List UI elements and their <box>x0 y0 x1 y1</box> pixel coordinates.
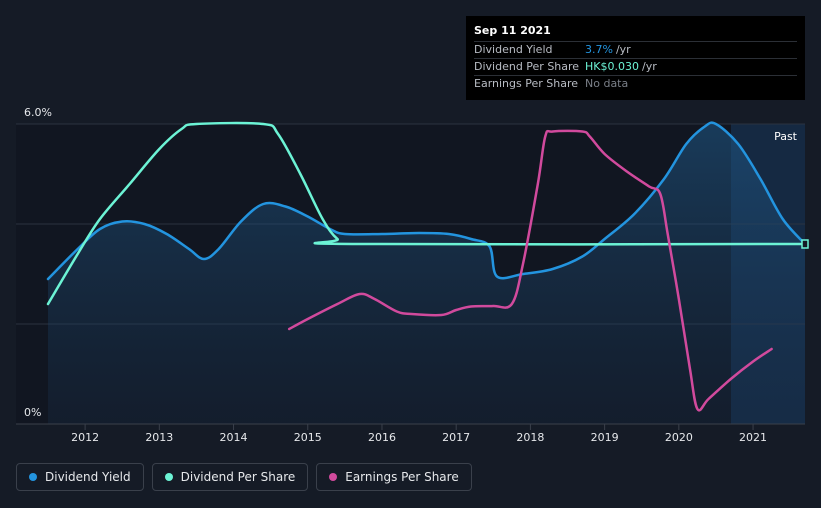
dividend-per-share-line <box>46 121 807 306</box>
tooltip-label: Dividend Per Share <box>474 60 580 73</box>
legend: Dividend Yield Dividend Per Share Earnin… <box>16 463 472 491</box>
y-tick-label: 6.0% <box>24 106 52 119</box>
legend-label: Dividend Yield <box>45 470 131 484</box>
legend-item-dividend-per-share[interactable]: Dividend Per Share <box>151 463 309 491</box>
series-layer <box>46 121 809 424</box>
tooltip-value: 3.7% <box>585 43 613 56</box>
past-label: Past <box>774 130 798 143</box>
tooltip-panel: Sep 11 2021 Dividend Yield 3.7% /yr Divi… <box>466 16 805 100</box>
legend-label: Dividend Per Share <box>180 470 296 484</box>
x-tick-label: 2018 <box>516 431 544 444</box>
x-tick-label: 2016 <box>368 431 396 444</box>
legend-item-earnings-per-share[interactable]: Earnings Per Share <box>316 463 472 491</box>
x-tick-label: 2021 <box>739 431 767 444</box>
x-tick-label: 2014 <box>220 431 248 444</box>
legend-dot-icon <box>164 473 173 481</box>
x-axis: 2012 2013 2014 2015 2016 2017 2018 2019 2020 2021 <box>16 423 805 444</box>
dividend-per-share-end-marker <box>801 239 809 249</box>
legend-label: Earnings Per Share <box>345 470 459 484</box>
dividend-yield-area <box>48 122 805 424</box>
x-tick-label: 2012 <box>71 431 99 444</box>
earnings-per-share-line <box>287 129 773 412</box>
tooltip-value: HK$0.030 <box>585 60 639 73</box>
tooltip-label: Dividend Yield <box>474 43 553 56</box>
x-tick-label: 2015 <box>294 431 322 444</box>
tooltip-label: Earnings Per Share <box>474 77 579 90</box>
tooltip-value: No data <box>585 77 629 90</box>
tooltip-unit: /yr <box>615 43 631 56</box>
dividend-yield-line <box>46 121 807 281</box>
x-tick-label: 2020 <box>665 431 693 444</box>
legend-dot-icon <box>329 473 338 481</box>
tooltip-unit: /yr <box>641 60 657 73</box>
x-tick-label: 2019 <box>591 431 619 444</box>
y-axis: 6.0% 0% <box>24 106 52 419</box>
x-tick-label: 2017 <box>442 431 470 444</box>
y-tick-label: 0% <box>24 406 41 419</box>
tooltip-date: Sep 11 2021 <box>474 24 551 37</box>
tooltip-row-dividend-per-share: Dividend Per Share HK$0.030 /yr <box>474 58 797 75</box>
legend-dot-icon <box>29 473 37 481</box>
tooltip-row-dividend-yield: Dividend Yield 3.7% /yr <box>474 41 797 58</box>
legend-item-dividend-yield[interactable]: Dividend Yield <box>16 463 144 491</box>
tooltip-row-earnings-per-share: Earnings Per Share No data <box>474 75 797 92</box>
x-tick-label: 2013 <box>145 431 173 444</box>
